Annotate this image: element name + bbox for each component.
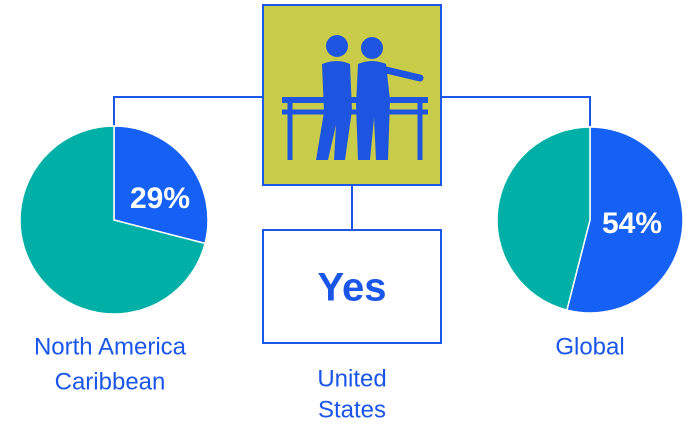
value-label: 29% (130, 182, 190, 215)
pie-slice (496, 126, 591, 311)
pie-caption: Caribbean (55, 368, 166, 395)
head-left (326, 35, 348, 57)
center-label: States (318, 396, 386, 423)
connector-right (441, 96, 591, 126)
pie-caption: North America (34, 333, 187, 360)
center-label: United (317, 365, 386, 392)
pie-slice (565, 126, 684, 314)
pie-caption: Global (555, 333, 624, 360)
arm (382, 66, 424, 82)
pie-slice (19, 125, 206, 315)
head-right (361, 37, 383, 59)
value-label: 54% (602, 207, 662, 240)
answer: Yes (318, 266, 387, 310)
icon-box (262, 4, 442, 186)
answer-box (262, 229, 442, 344)
connector-left (113, 96, 263, 126)
therapy-icon (282, 35, 428, 160)
pie-slice (113, 125, 209, 245)
connectors (113, 96, 591, 230)
